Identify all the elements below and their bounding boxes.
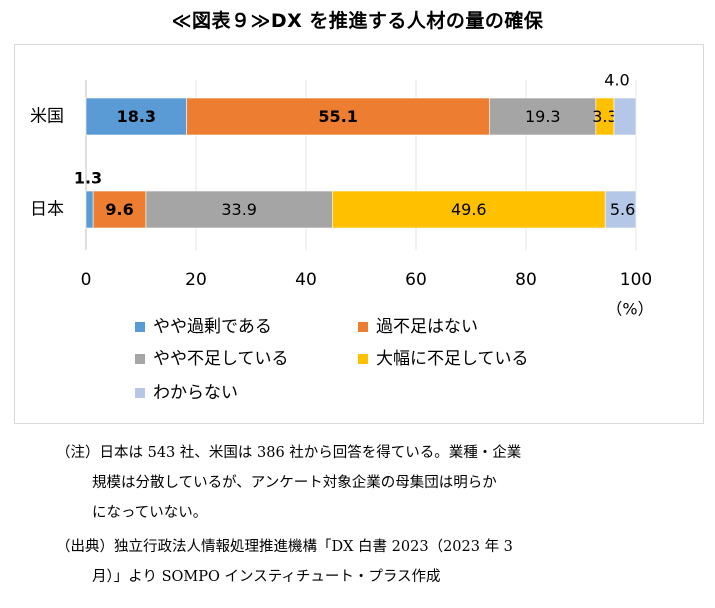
legend-swatch-3: [358, 354, 368, 364]
category-label-1: 日本: [30, 200, 64, 220]
value-label-0-2: 19.3: [525, 107, 561, 126]
legend-swatch-2: [135, 354, 145, 364]
bar-1-3: [332, 190, 606, 229]
bar-1-0: [85, 190, 94, 229]
bar-0-2: [489, 97, 597, 136]
value-label-0-1: 55.1: [318, 107, 357, 126]
x-tick-label-100: 100: [620, 270, 652, 290]
value-label-0-0: 18.3: [117, 107, 156, 126]
chart-title: ≪図表９≫DX を推進する人材の量の確保: [171, 10, 544, 32]
legend-label-2: やや不足している: [153, 349, 289, 369]
legend-label-0: やや過剰である: [153, 317, 272, 337]
value-label-1-2: 33.9: [221, 200, 257, 219]
x-tick-label-20: 20: [185, 270, 207, 290]
source-line-2: 月）」より SOMPO インスティチュート・プラス作成: [92, 569, 441, 585]
value-label-1-0: 1.3: [74, 169, 102, 188]
unit-label: （%）: [606, 300, 653, 319]
value-label-1-3: 49.6: [451, 200, 487, 219]
note-line-3: になっていない。: [92, 505, 208, 521]
chart-frame: [14, 44, 704, 424]
x-tick-label-40: 40: [295, 270, 317, 290]
legend-swatch-4: [135, 388, 145, 398]
source-line-1: （出典）独立行政法人情報処理推進機構「DX 白書 2023（2023 年 3: [56, 539, 513, 555]
legend-swatch-1: [358, 322, 368, 332]
bar-0-1: [186, 97, 490, 136]
legend-label-4: わからない: [153, 383, 238, 403]
legend-swatch-0: [135, 322, 145, 332]
bar-0-4: [613, 97, 637, 136]
value-label-1-4: 5.6: [610, 200, 635, 219]
note-line-1: （注）日本は 543 社、米国は 386 社から回答を得ている。業種・企業: [56, 445, 522, 461]
x-tick-label-60: 60: [405, 270, 427, 290]
value-label-0-3: 3.3: [592, 107, 617, 126]
legend-label-1: 過不足はない: [376, 317, 478, 337]
bar-1-4: [604, 190, 637, 229]
bar-1-1: [92, 190, 147, 229]
category-label-0: 米国: [30, 107, 64, 127]
x-tick-label-80: 80: [515, 270, 537, 290]
value-label-0-4: 4.0: [604, 71, 629, 90]
x-tick-label-0: 0: [81, 270, 92, 290]
note-line-2: 規模は分散しているが、アンケート対象企業の母集団は明らか: [92, 475, 497, 491]
legend-label-3: 大幅に不足している: [376, 349, 529, 369]
value-label-1-1: 9.6: [105, 200, 133, 219]
bar-1-2: [145, 190, 333, 229]
